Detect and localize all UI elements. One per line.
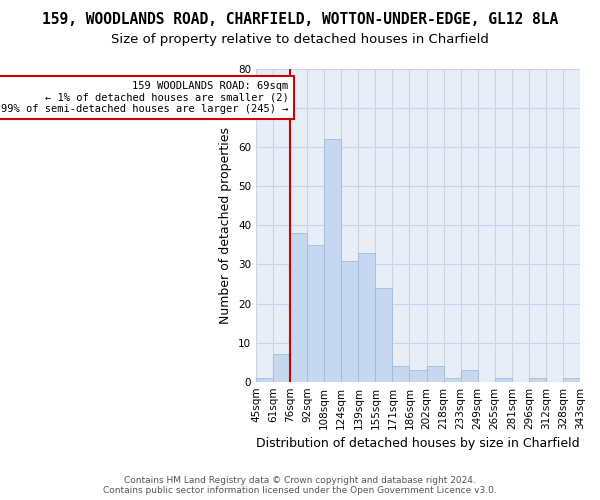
Y-axis label: Number of detached properties: Number of detached properties <box>220 127 232 324</box>
Bar <box>290 233 307 382</box>
Text: Contains HM Land Registry data © Crown copyright and database right 2024.
Contai: Contains HM Land Registry data © Crown c… <box>103 476 497 495</box>
Bar <box>376 288 392 382</box>
Bar <box>341 260 358 382</box>
Text: 159 WOODLANDS ROAD: 69sqm
← 1% of detached houses are smaller (2)
99% of semi-de: 159 WOODLANDS ROAD: 69sqm ← 1% of detach… <box>1 80 289 114</box>
Bar <box>273 354 290 382</box>
Bar <box>529 378 546 382</box>
Bar <box>461 370 478 382</box>
Text: 159, WOODLANDS ROAD, CHARFIELD, WOTTON-UNDER-EDGE, GL12 8LA: 159, WOODLANDS ROAD, CHARFIELD, WOTTON-U… <box>42 12 558 28</box>
Bar <box>392 366 409 382</box>
Bar <box>324 140 341 382</box>
Bar <box>443 378 461 382</box>
Text: Size of property relative to detached houses in Charfield: Size of property relative to detached ho… <box>111 32 489 46</box>
X-axis label: Distribution of detached houses by size in Charfield: Distribution of detached houses by size … <box>256 437 580 450</box>
Bar <box>358 252 376 382</box>
Bar <box>409 370 427 382</box>
Bar <box>495 378 512 382</box>
Bar <box>307 245 324 382</box>
Bar <box>256 378 273 382</box>
Bar <box>427 366 443 382</box>
Bar <box>563 378 580 382</box>
